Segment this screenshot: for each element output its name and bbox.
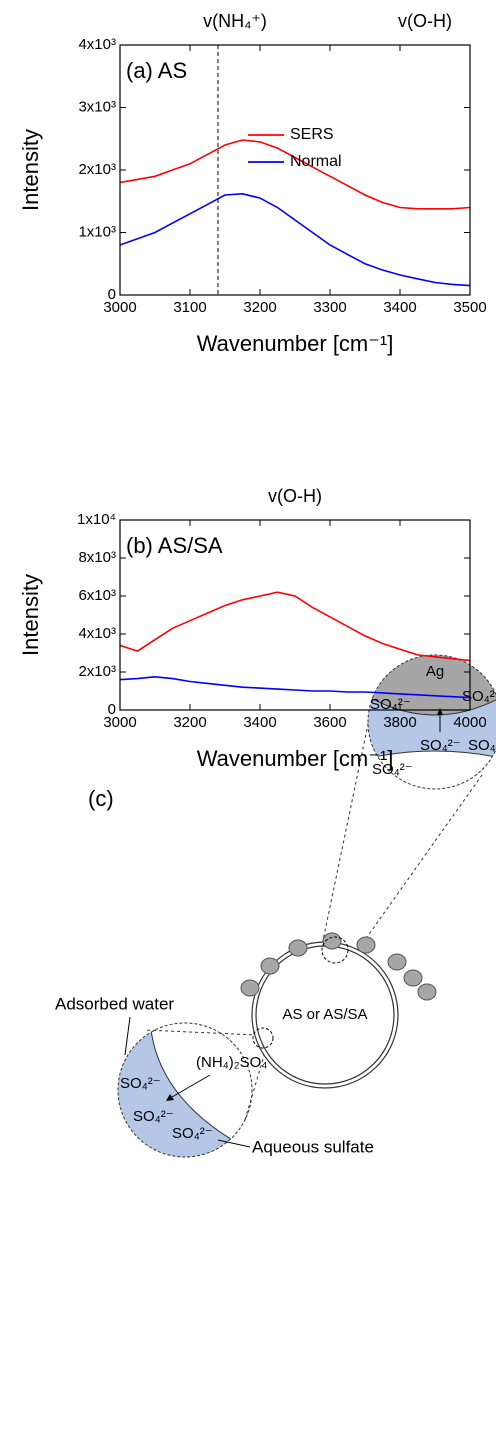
y-tick-label: 3x10³ (78, 98, 116, 115)
x-tick-label: 3200 (173, 714, 206, 731)
y-tick-label: 6x10³ (78, 587, 116, 604)
x-tick-label: 3000 (103, 299, 136, 316)
y-tick-label: 8x10³ (78, 549, 116, 566)
y-tick-label: 1x10³ (78, 223, 116, 240)
ag-label: Ag (426, 663, 444, 680)
y-axis-label: Intensity (18, 129, 43, 211)
y-tick-label: 4x10³ (78, 36, 116, 53)
x-tick-label: 4000 (453, 714, 486, 731)
y-tick-label: 0 (108, 701, 116, 718)
x-tick-label: 3500 (453, 299, 486, 316)
salt-label: (NH₄)₂SO₄ (196, 1054, 267, 1071)
zoom-border (117, 1022, 253, 1158)
aqueous-label: Aqueous sulfate (252, 1137, 374, 1156)
x-tick-label: 3200 (243, 299, 276, 316)
zoom-spot (252, 1027, 274, 1049)
annotation: v(O-H) (398, 11, 452, 31)
ion: SO₄²⁻ (372, 761, 413, 778)
adsorbed-label: Adsorbed water (55, 994, 174, 1013)
zoom-bottom (118, 1023, 251, 1157)
panel-label: (a) AS (126, 58, 187, 83)
x-axis-label: Wavenumber [cm⁻¹] (197, 331, 394, 356)
x-tick-label: 3300 (313, 299, 346, 316)
pointer (217, 1139, 251, 1148)
x-tick-label: 3400 (243, 714, 276, 731)
zoom-spot (321, 936, 349, 964)
ion: SO₄²⁻ (462, 688, 496, 705)
ion: SO₄²⁻ (172, 1125, 213, 1142)
pointer (124, 1016, 131, 1056)
series-line (119, 139, 471, 210)
y-tick-label: 0 (108, 286, 116, 303)
x-tick-label: 3100 (173, 299, 206, 316)
diagram: (c) AS or AS/SA Ag SO₄²⁻ SO₄²⁻ SO₄²⁻ SO₄… (55, 654, 496, 1158)
zoom-line (144, 1029, 259, 1036)
series-line (119, 192, 471, 287)
core-label: AS or AS/SA (282, 1006, 367, 1023)
series-line (119, 591, 471, 662)
ion: SO₄²⁻ (120, 1075, 161, 1092)
zoom-border (367, 654, 496, 790)
series-line (119, 675, 471, 699)
legend-label: Normal (290, 153, 342, 170)
x-tick-label: 3400 (383, 299, 416, 316)
arrow (171, 1074, 211, 1098)
y-axis-label: Intensity (18, 574, 43, 656)
y-tick-label: 2x10³ (78, 161, 116, 178)
ion: SO₄²⁻ (468, 737, 496, 754)
arrow-head (166, 1094, 174, 1101)
x-tick-label: 3600 (313, 714, 346, 731)
annotation: v(O-H) (268, 486, 322, 506)
plot-frame (119, 519, 471, 711)
x-tick-label: 3000 (103, 714, 136, 731)
y-tick-label: 1x10⁴ (77, 511, 116, 528)
panel-label: (c) (88, 786, 114, 811)
y-tick-label: 4x10³ (78, 625, 116, 642)
legend-label: SERS (290, 126, 334, 143)
ion: SO₄²⁻ (420, 737, 461, 754)
y-tick-label: 2x10³ (78, 663, 116, 680)
ion: SO₄²⁻ (370, 696, 411, 713)
arrow-head (437, 708, 443, 715)
zoom-line (319, 704, 373, 956)
x-tick-label: 3800 (383, 714, 416, 731)
ion: SO₄²⁻ (133, 1108, 174, 1125)
annotation: v(NH₄⁺) (203, 11, 267, 31)
x-axis-label: Wavenumber [cm⁻¹] (197, 746, 394, 771)
panel-label: (b) AS/SA (126, 533, 223, 558)
